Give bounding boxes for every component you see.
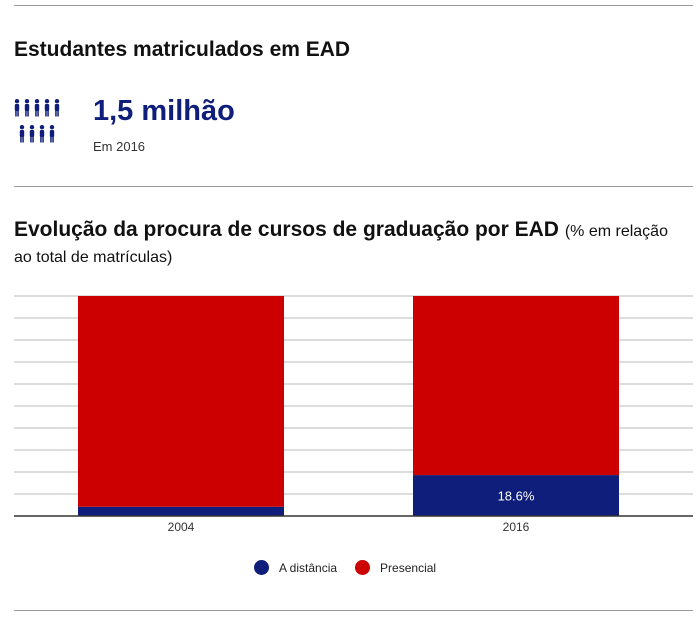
middle-divider xyxy=(14,186,693,187)
bar-presential-2004 xyxy=(78,296,284,507)
section-title: Estudantes matriculados em EAD xyxy=(14,38,351,61)
chart-legend: A distância Presencial xyxy=(254,560,454,575)
stat-value: 1,5 milhão xyxy=(93,95,235,127)
chart-title: Evolução da procura de cursos de graduaç… xyxy=(14,218,674,270)
chart-title-text: Evolução da procura de cursos de graduaç… xyxy=(14,218,559,241)
stat-caption: Em 2016 xyxy=(93,139,146,154)
stacked-bar-chart: 95.8% 2004 18.6% 81.4% 2016 xyxy=(14,280,693,534)
bar-distance-2016 xyxy=(413,475,619,516)
x-tick-label-2004: 2004 xyxy=(168,520,195,534)
people-group-icon xyxy=(14,99,60,143)
legend-label-presential: Presencial xyxy=(380,560,437,575)
legend-label-distance: A distância xyxy=(279,560,338,575)
legend-swatch-distance xyxy=(254,560,269,575)
bar-distance-2004 xyxy=(78,506,284,516)
legend-item-distance: A distância xyxy=(254,560,337,575)
bar-presential-2016 xyxy=(413,296,619,476)
data-label-presential-2016: 81.4% xyxy=(498,280,535,295)
chart-subtitle: (% em relação ao total de matrículas) xyxy=(14,223,668,266)
data-label-presential-2004: 95.8% xyxy=(163,280,200,295)
legend-item-presential: Presencial xyxy=(355,560,436,575)
top-divider xyxy=(14,5,693,6)
legend-swatch-presential xyxy=(355,560,371,575)
x-tick-label-2016: 2016 xyxy=(503,520,530,534)
data-label-distance-2016: 18.6% xyxy=(498,489,535,504)
bottom-divider xyxy=(14,610,693,611)
